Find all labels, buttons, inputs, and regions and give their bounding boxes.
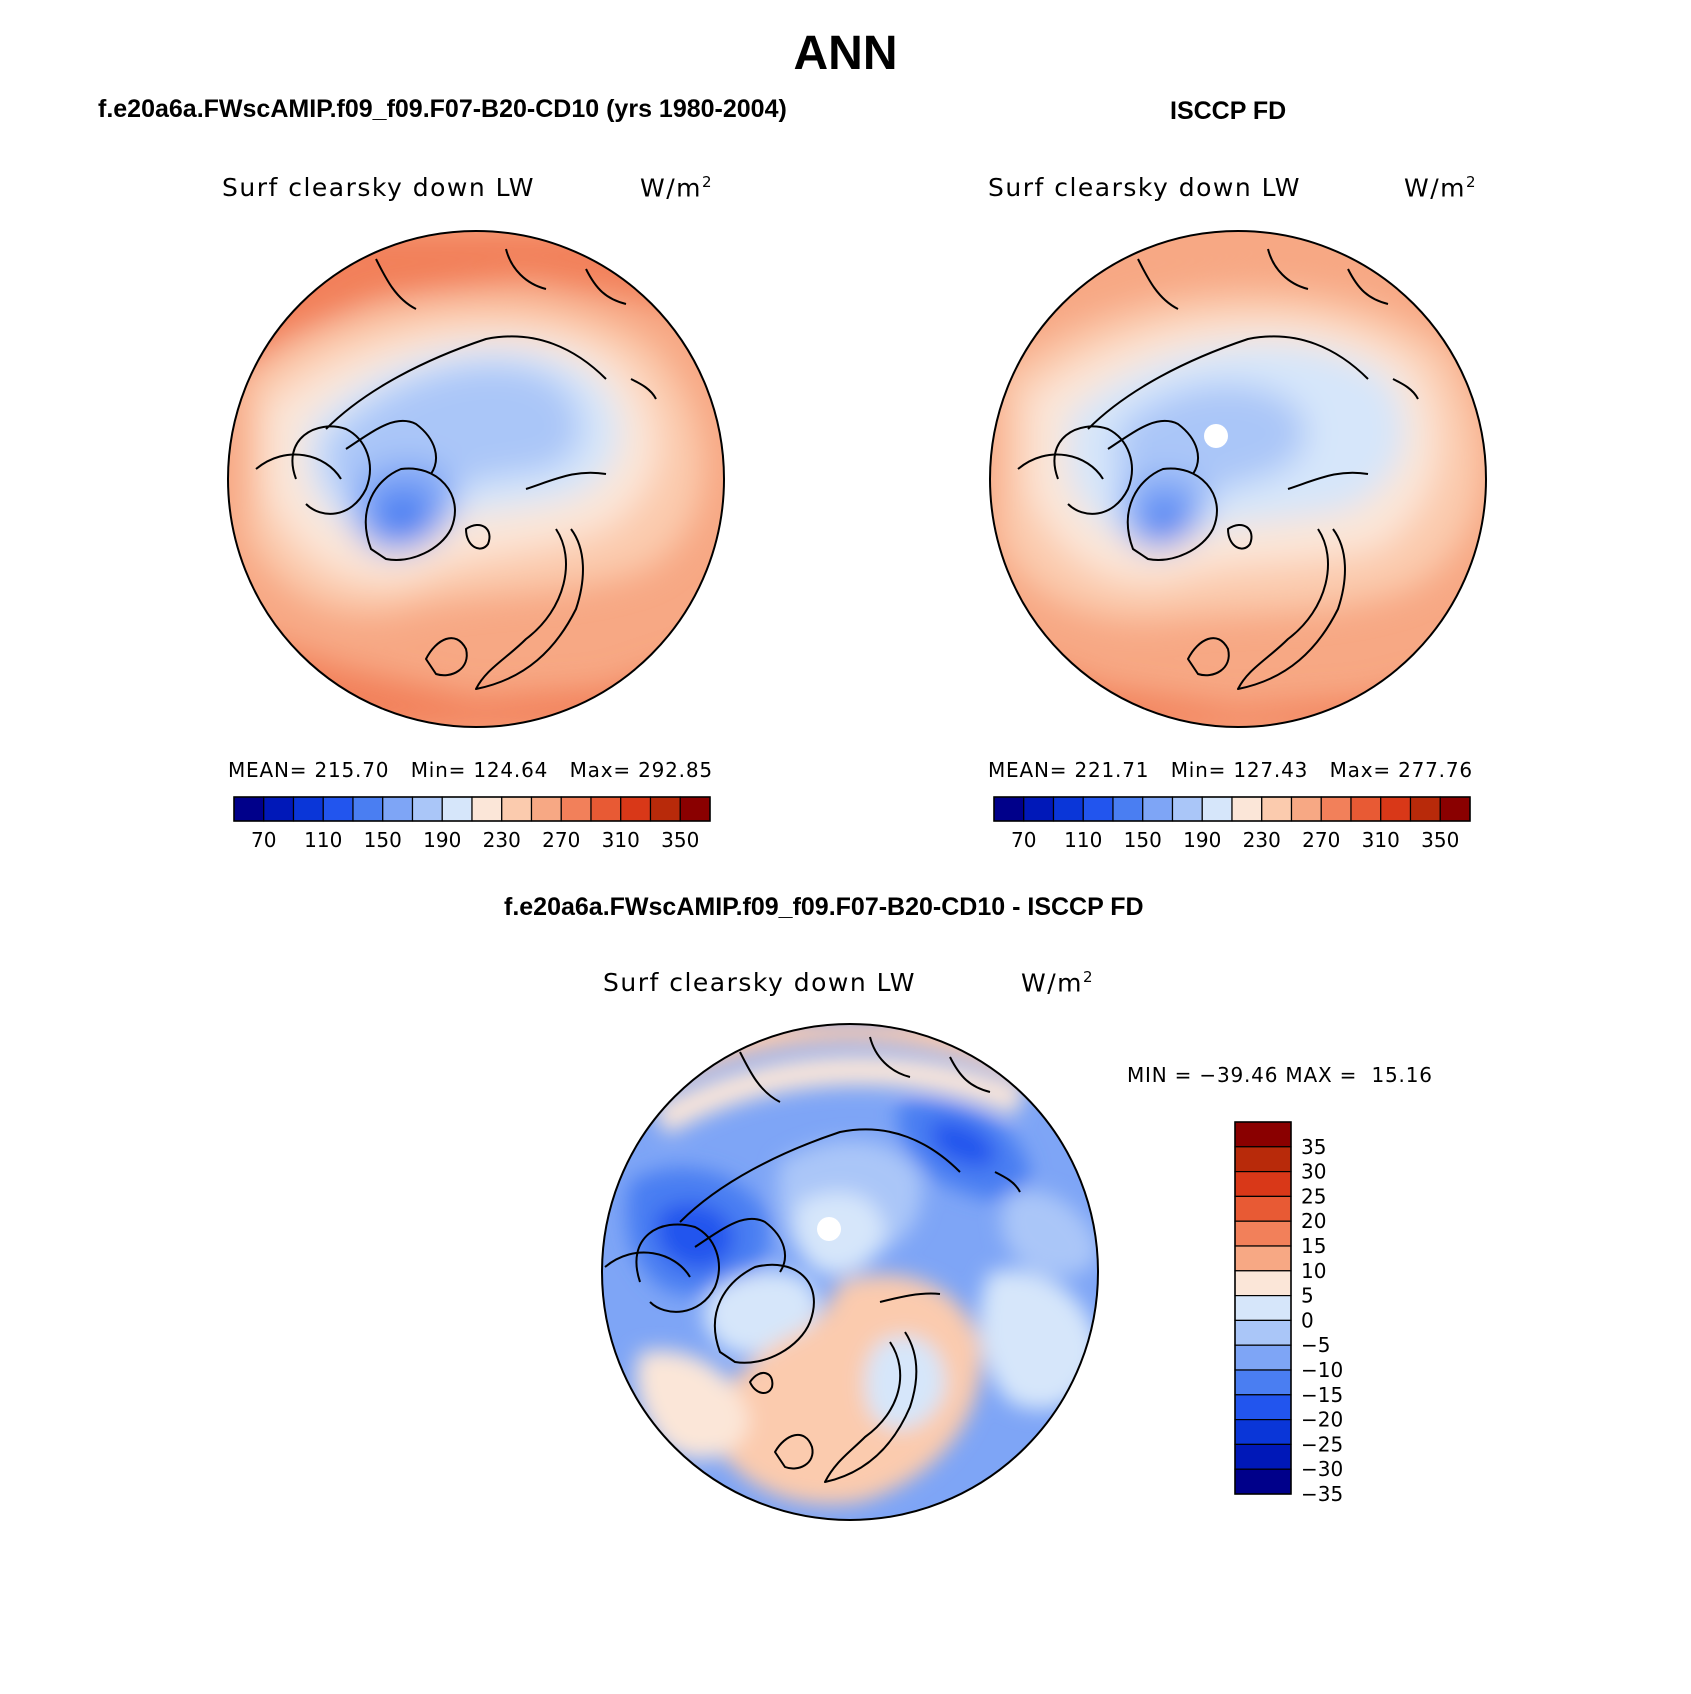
panel3-units: W/m2 xyxy=(1021,968,1095,998)
colorbar-swatch xyxy=(1261,796,1293,822)
colorbar-tick-label: 20 xyxy=(1301,1209,1326,1233)
colorbar-swatch xyxy=(1409,796,1441,822)
colorbar-swatch xyxy=(1290,796,1322,822)
colorbar-tick-label: 350 xyxy=(1421,828,1459,852)
colorbar-swatch xyxy=(501,796,533,822)
panel1-case-title: f.e20a6a.FWscAMIP.f09_f09.F07-B20-CD10 (… xyxy=(98,95,787,123)
colorbar-tick-label: 270 xyxy=(542,828,580,852)
colorbar-swatch xyxy=(1234,1170,1292,1197)
colorbar-swatch xyxy=(993,796,1025,822)
colorbar-swatch xyxy=(441,796,473,822)
colorbar-swatch xyxy=(1234,1146,1292,1173)
colorbar-tick-label: 10 xyxy=(1301,1259,1326,1283)
colorbar-swatch xyxy=(263,796,295,822)
colorbar-swatch xyxy=(1201,796,1233,822)
colorbar-tick-label: 230 xyxy=(1243,828,1281,852)
colorbar-swatch xyxy=(471,796,503,822)
panel1-units: W/m2 xyxy=(640,173,714,203)
panel3-polar-map xyxy=(601,1023,1099,1521)
colorbar-swatch xyxy=(1234,1419,1292,1446)
colorbar-swatch xyxy=(1234,1195,1292,1222)
colorbar-tick-label: 310 xyxy=(602,828,640,852)
colorbar-swatch xyxy=(1234,1121,1292,1148)
colorbar-swatch xyxy=(1234,1245,1292,1272)
panel2-case-title: ISCCP FD xyxy=(1170,97,1287,125)
panel1-polar-map xyxy=(227,230,725,728)
colorbar-tick-label: 25 xyxy=(1301,1184,1326,1208)
colorbar-tick-label: 35 xyxy=(1301,1135,1326,1159)
colorbar-tick-label: 0 xyxy=(1301,1308,1314,1332)
colorbar-tick-label: 230 xyxy=(483,828,521,852)
colorbar-tick-label: 110 xyxy=(1064,828,1102,852)
colorbar-swatch xyxy=(1380,796,1412,822)
colorbar-tick-label: 70 xyxy=(1011,828,1036,852)
colorbar-swatch xyxy=(1171,796,1203,822)
panel3-stats: MIN = −39.46 MAX = 15.16 xyxy=(1127,1063,1433,1087)
colorbar-tick-label: −30 xyxy=(1301,1457,1343,1481)
panel3-case-title: f.e20a6a.FWscAMIP.f09_f09.F07-B20-CD10 -… xyxy=(504,893,1144,921)
colorbar-tick-label: −5 xyxy=(1301,1333,1330,1357)
colorbar-tick-label: 70 xyxy=(251,828,276,852)
panel2-units: W/m2 xyxy=(1404,173,1478,203)
colorbar-tick-label: 15 xyxy=(1301,1234,1326,1258)
colorbar-swatch xyxy=(1052,796,1084,822)
panel2-variable: Surf clearsky down LW xyxy=(988,173,1302,202)
colorbar-swatch xyxy=(1234,1443,1292,1470)
colorbar-tick-label: 350 xyxy=(661,828,699,852)
colorbar-tick-label: −20 xyxy=(1301,1408,1343,1432)
colorbar-swatch xyxy=(1234,1369,1292,1396)
colorbar-swatch xyxy=(1234,1319,1292,1346)
colorbar-swatch xyxy=(411,796,443,822)
colorbar-swatch xyxy=(1350,796,1382,822)
panel1-variable: Surf clearsky down LW xyxy=(222,173,536,202)
colorbar-swatch xyxy=(1234,1468,1292,1495)
colorbar-swatch xyxy=(1234,1394,1292,1421)
colorbar-swatch xyxy=(1112,796,1144,822)
colorbar-tick-label: −25 xyxy=(1301,1432,1343,1456)
colorbar-swatch xyxy=(649,796,681,822)
colorbar-swatch xyxy=(352,796,384,822)
colorbar-swatch xyxy=(382,796,414,822)
colorbar-swatch xyxy=(1439,796,1471,822)
panel2-colorbar: 70 110 150 190 230 270 310 350 xyxy=(993,796,1471,852)
panel3-variable: Surf clearsky down LW xyxy=(603,968,917,997)
colorbar-tick-label: 110 xyxy=(304,828,342,852)
colorbar-swatch xyxy=(590,796,622,822)
colorbar-tick-label: 150 xyxy=(364,828,402,852)
colorbar-swatch xyxy=(1082,796,1114,822)
colorbar-tick-label: 190 xyxy=(423,828,461,852)
colorbar-swatch xyxy=(1023,796,1055,822)
colorbar-tick-label: 190 xyxy=(1183,828,1221,852)
colorbar-tick-label: 150 xyxy=(1124,828,1162,852)
colorbar-swatch xyxy=(1234,1344,1292,1371)
panel2-polar-map xyxy=(989,230,1487,728)
colorbar-swatch xyxy=(1320,796,1352,822)
colorbar-swatch xyxy=(1234,1270,1292,1297)
colorbar-tick-label: −35 xyxy=(1301,1482,1343,1506)
colorbar-swatch xyxy=(233,796,265,822)
colorbar-swatch xyxy=(560,796,592,822)
colorbar-swatch xyxy=(1142,796,1174,822)
colorbar-tick-label: 5 xyxy=(1301,1284,1314,1308)
colorbar-tick-label: −10 xyxy=(1301,1358,1343,1382)
colorbar-swatch xyxy=(530,796,562,822)
colorbar-swatch xyxy=(1234,1295,1292,1322)
panel1-stats: MEAN= 215.70 Min= 124.64 Max= 292.85 xyxy=(228,758,713,782)
colorbar-swatch xyxy=(679,796,711,822)
colorbar-tick-label: 30 xyxy=(1301,1160,1326,1184)
colorbar-tick-label: 270 xyxy=(1302,828,1340,852)
colorbar-swatch xyxy=(292,796,324,822)
panel2-stats: MEAN= 221.71 Min= 127.43 Max= 277.76 xyxy=(988,758,1473,782)
colorbar-tick-label: −15 xyxy=(1301,1383,1343,1407)
colorbar-swatch xyxy=(1231,796,1263,822)
colorbar-tick-label: 310 xyxy=(1362,828,1400,852)
colorbar-swatch xyxy=(322,796,354,822)
panel1-colorbar: 70 110 150 190 230 270 310 350 xyxy=(233,796,711,852)
page-title: ANN xyxy=(793,27,898,80)
colorbar-swatch xyxy=(1234,1220,1292,1247)
colorbar-swatch xyxy=(620,796,652,822)
